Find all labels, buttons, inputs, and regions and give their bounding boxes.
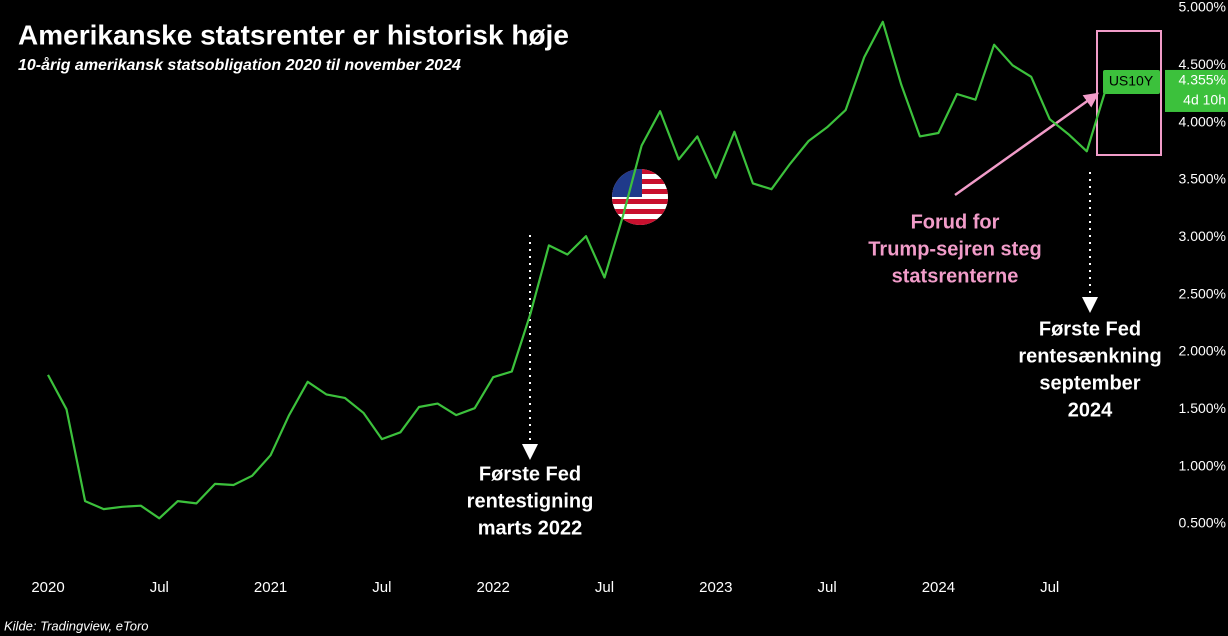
line [47, 20, 1125, 520]
annotation: marts 2022 [478, 517, 583, 539]
y-tick-label: 4.000% [1179, 113, 1226, 129]
annotation: 2024 [1068, 399, 1113, 421]
annotation: Første Fed [1039, 318, 1141, 340]
countdown: 4d 10h [1183, 92, 1226, 108]
y-tick-label: 2.500% [1179, 285, 1226, 301]
y-tick-label: 3.500% [1179, 171, 1226, 187]
annotation: rentesænkning [1018, 345, 1161, 367]
x-tick-label: Jul [150, 579, 169, 596]
chart-subtitle: 10-årig amerikansk statsobligation 2020 … [18, 56, 461, 74]
y-tick-label: 5.000% [1179, 0, 1226, 15]
series-label: US10Y [1109, 73, 1154, 89]
last-value-bg [1165, 69, 1228, 112]
x-tick-label: 2020 [31, 579, 64, 596]
annotation: rentestigning [467, 490, 594, 512]
y-tick-label: 3.000% [1179, 228, 1226, 244]
annotation: Trump-sejren steg [868, 238, 1041, 260]
x-tick-label: Jul [1040, 579, 1059, 596]
annotation: Første Fed [479, 463, 581, 485]
annotation: Forud for [911, 211, 1000, 233]
y-tick-label: 1.500% [1179, 400, 1226, 416]
series-label-bg [1103, 69, 1160, 94]
last-value-label: 4.355% [1179, 72, 1226, 88]
y-tick-label: 1.000% [1179, 457, 1226, 473]
source: Kilde: Tradingview, eToro [4, 618, 149, 633]
y-tick-label: 0.500% [1179, 515, 1226, 531]
annotation: september [1039, 372, 1140, 394]
pink-arrow [954, 92, 1100, 197]
x-tick-label: Jul [818, 579, 837, 596]
y-tick-label: 4.500% [1179, 56, 1226, 72]
x-tick-label: 2024 [922, 579, 955, 596]
x-tick-label: Jul [372, 579, 391, 596]
x-tick-label: 2022 [477, 579, 510, 596]
y-tick-label: 2.000% [1179, 343, 1226, 359]
chart-title: Amerikanske statsrenter er historisk høj… [18, 19, 569, 50]
us-flag [612, 169, 668, 225]
x-tick-label: 2021 [254, 579, 287, 596]
x-tick-label: Jul [595, 579, 614, 596]
x-tick-label: 2023 [699, 579, 732, 596]
annotation: statsrenterne [892, 265, 1019, 287]
